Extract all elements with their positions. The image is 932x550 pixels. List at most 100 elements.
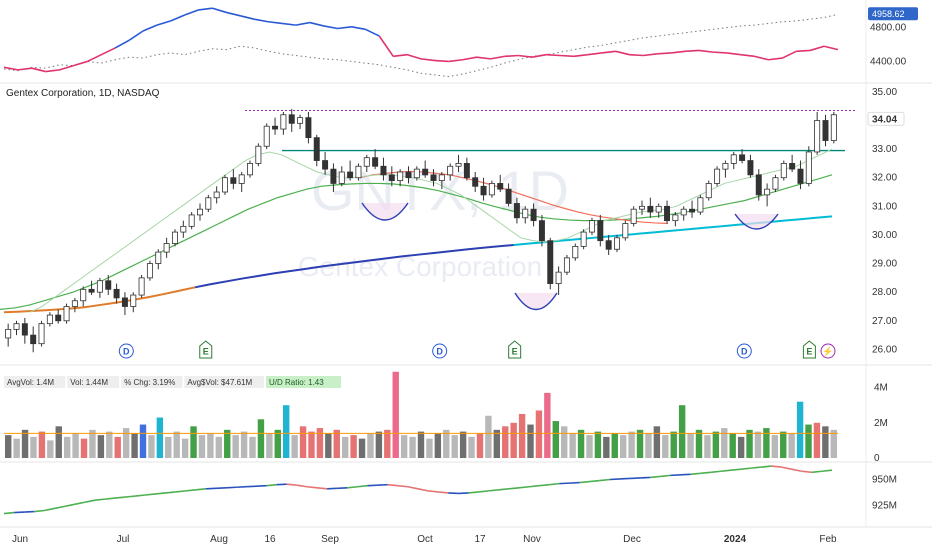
obv-line-segment (14, 511, 25, 514)
candle-body (789, 163, 796, 170)
volume-bar (249, 436, 256, 458)
rs-line-segment (796, 49, 811, 53)
price-axis-tick: 31.00 (872, 201, 897, 212)
event-marker (820, 343, 836, 359)
volume-bar (754, 431, 762, 458)
obv-line-segment (24, 510, 35, 513)
volume-bar (5, 435, 12, 458)
candle-body (222, 177, 228, 193)
rs-line-segment (254, 18, 269, 23)
rs-line-segment (476, 56, 491, 60)
candle-body (614, 237, 620, 250)
candle-body (272, 125, 279, 130)
rs-line-segment (128, 30, 144, 41)
ma21-line (359, 170, 669, 225)
candle-body (730, 154, 737, 164)
volume-bar (257, 419, 265, 458)
candle-body (330, 168, 337, 184)
rs-line-segment (31, 67, 46, 73)
volume-bar (434, 433, 442, 458)
rs-line-segment (268, 20, 283, 25)
volume-bar (527, 424, 534, 458)
obv-line-segment (94, 498, 106, 501)
stat-chip-label: AvgVol: 1.4M (7, 378, 54, 387)
obv-line-segment (155, 492, 166, 495)
obv-line-segment (630, 477, 641, 480)
candle-body (238, 174, 245, 184)
obv-line-segment (781, 466, 792, 470)
stat-chip-bg (121, 376, 183, 388)
rs-line-segment (490, 55, 505, 60)
obv-line-segment (286, 483, 297, 486)
volume-bar (788, 433, 795, 458)
volume-bar (805, 424, 812, 458)
candle-body (722, 163, 729, 170)
volume-bar (240, 431, 248, 458)
obv-line-segment (306, 485, 318, 489)
stat-chip-label: % Chg: 3.19% (124, 378, 175, 387)
price-axis-tick: 27.00 (872, 316, 897, 327)
volume-bar (173, 431, 180, 458)
rs-line-segment (281, 22, 296, 26)
candle-body (405, 171, 412, 179)
volume-bar (367, 433, 374, 458)
candle-body (313, 137, 320, 161)
volume-bar (114, 436, 121, 458)
volume-axis-tick: 0 (874, 453, 880, 464)
volume-bar (468, 436, 475, 458)
volume-bar (510, 422, 517, 458)
candle-body (772, 177, 779, 190)
candle-body (113, 288, 120, 299)
obv-line-segment (801, 470, 812, 474)
volume-bar (586, 435, 593, 458)
rs-line-segment (393, 53, 408, 58)
candle-body (672, 214, 679, 222)
ma200-teal-segment (513, 215, 833, 246)
obv-line-segment (720, 469, 732, 473)
volume-bar (678, 405, 686, 458)
obv-line-segment (710, 470, 722, 474)
rs-line-segment (462, 56, 477, 61)
volume-bar (417, 431, 425, 458)
candle-body (563, 257, 570, 273)
obv-line-segment (407, 485, 419, 490)
candle-body (121, 297, 128, 307)
candle-body (547, 240, 554, 284)
chart-title: Gentex Corporation, 1D, NASDAQ (6, 88, 160, 99)
rs-line-segment (170, 14, 186, 22)
base-pattern-arc (361, 202, 409, 221)
rs-line-segment (365, 28, 380, 37)
candle-body (697, 197, 704, 213)
candle-body (814, 120, 821, 153)
obv-line-segment (185, 489, 196, 492)
volume-bar (38, 431, 46, 458)
candle-body (180, 225, 187, 233)
rs-line-segment (685, 49, 700, 53)
price-pane: 35.00 34.04 33.00 32.00 31.00 30.00 29.00 28.00… (0, 87, 905, 359)
obv-line-segment (114, 496, 126, 499)
dividend-marker-label: D (436, 347, 443, 357)
obv-line-segment (145, 493, 156, 496)
earnings-marker-label: E (203, 347, 209, 357)
x-axis-tick: Feb (819, 534, 837, 545)
volume-bar (544, 392, 551, 458)
volume-bar (476, 433, 484, 458)
rs-line-segment (573, 53, 588, 58)
candle-body (538, 220, 545, 242)
obv-line-segment (216, 486, 227, 490)
last-price-badge (867, 111, 905, 126)
volume-bar (619, 435, 627, 458)
volume-bar (63, 436, 71, 458)
volume-bar (131, 433, 138, 458)
volume-bar (198, 435, 206, 458)
volume-bar (780, 431, 787, 458)
rs-line-segment (823, 45, 839, 51)
price-axis-tick: 32.00 (872, 173, 897, 184)
candle-body (397, 171, 404, 181)
volume-bar (97, 435, 105, 458)
volume-bar (763, 428, 770, 458)
candle-body (46, 314, 53, 325)
obv-line-segment (296, 484, 308, 488)
candle-body (130, 294, 137, 307)
